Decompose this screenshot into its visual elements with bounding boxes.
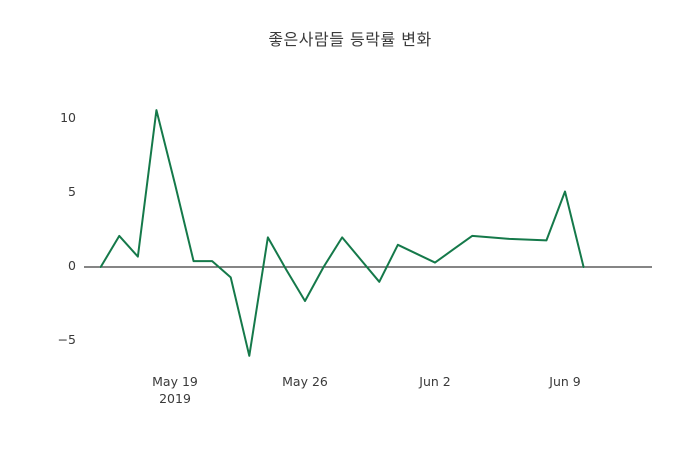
y-axis-tick-label: 10 — [60, 110, 76, 125]
x-axis-tick-label-sub: 2019 — [159, 390, 191, 406]
x-axis-tick-label: May 26 — [245, 374, 365, 391]
x-axis-tick-label: May 19 2019 — [115, 374, 235, 408]
x-axis-tick-label: Jun 9 — [505, 374, 625, 391]
gridlines-group — [84, 96, 652, 366]
x-axis-tick-label-main: May 19 — [152, 374, 198, 389]
x-axis-tick-label-main: Jun 2 — [419, 374, 451, 389]
y-axis-tick-label: 0 — [68, 258, 76, 273]
series-line-path — [99, 109, 585, 357]
y-axis-tick-label: −5 — [57, 332, 76, 347]
x-axis-tick-label: Jun 2 — [375, 374, 495, 391]
y-axis-tick-label: 5 — [68, 184, 76, 199]
chart-title: 좋은사람들 등락률 변화 — [268, 30, 432, 49]
x-axis-tick-label-main: May 26 — [282, 374, 328, 389]
data-series-line — [99, 109, 585, 357]
x-axis-tick-label-main: Jun 9 — [549, 374, 581, 389]
